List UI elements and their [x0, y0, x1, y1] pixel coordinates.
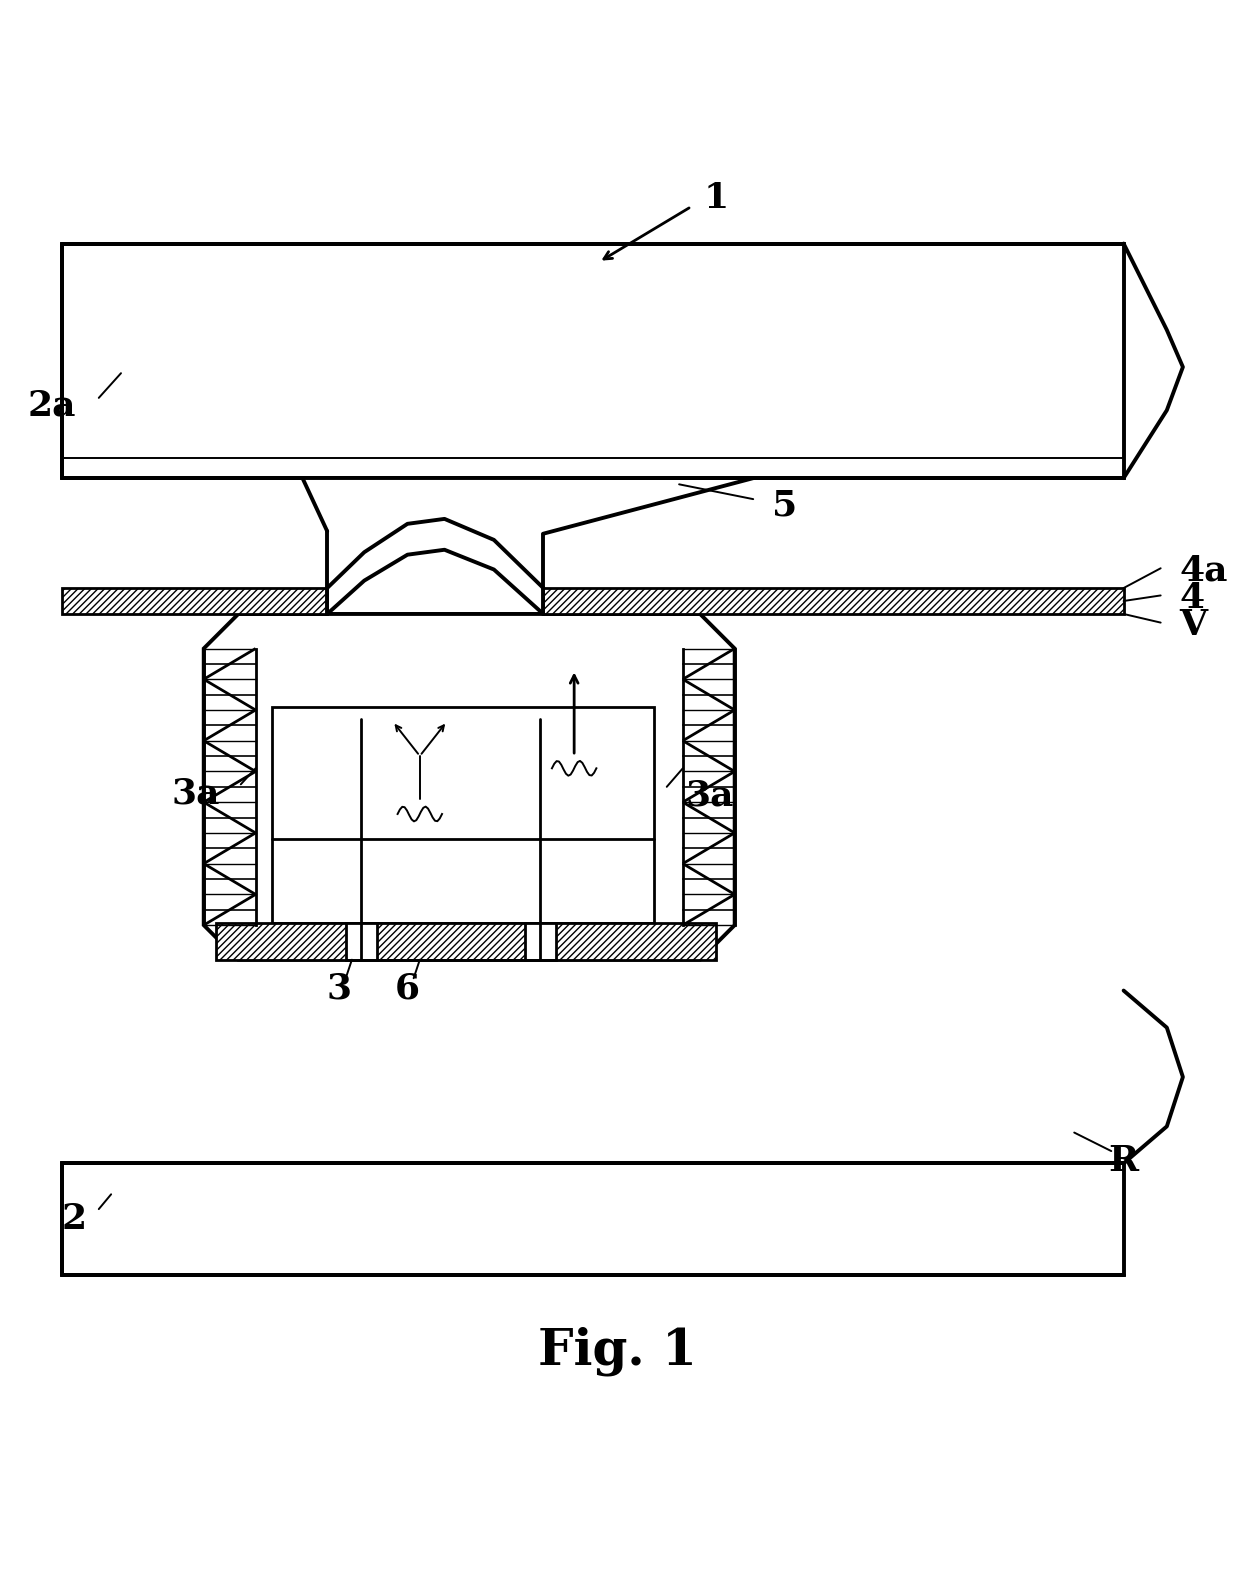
Bar — [346, 923, 377, 960]
Bar — [62, 588, 327, 614]
Text: 6: 6 — [394, 971, 420, 1006]
Bar — [327, 477, 543, 588]
Bar — [543, 588, 1123, 614]
Polygon shape — [62, 244, 1123, 477]
Text: 1: 1 — [703, 181, 729, 214]
Text: 2: 2 — [61, 1202, 87, 1235]
Text: 2a: 2a — [29, 389, 77, 422]
Bar — [272, 707, 655, 923]
Text: Fig. 1: Fig. 1 — [538, 1326, 697, 1375]
Text: 4: 4 — [1179, 580, 1204, 615]
Text: R: R — [1109, 1144, 1138, 1178]
Text: 4a: 4a — [1179, 554, 1228, 588]
Polygon shape — [62, 1164, 1123, 1275]
Bar — [216, 923, 717, 960]
Text: V: V — [1179, 607, 1208, 642]
Text: 5: 5 — [771, 488, 797, 522]
Bar — [62, 477, 327, 588]
Text: 3a: 3a — [686, 779, 734, 812]
Bar — [525, 923, 556, 960]
Text: 3: 3 — [327, 971, 352, 1006]
Polygon shape — [203, 614, 734, 960]
Text: 3a: 3a — [171, 776, 219, 810]
